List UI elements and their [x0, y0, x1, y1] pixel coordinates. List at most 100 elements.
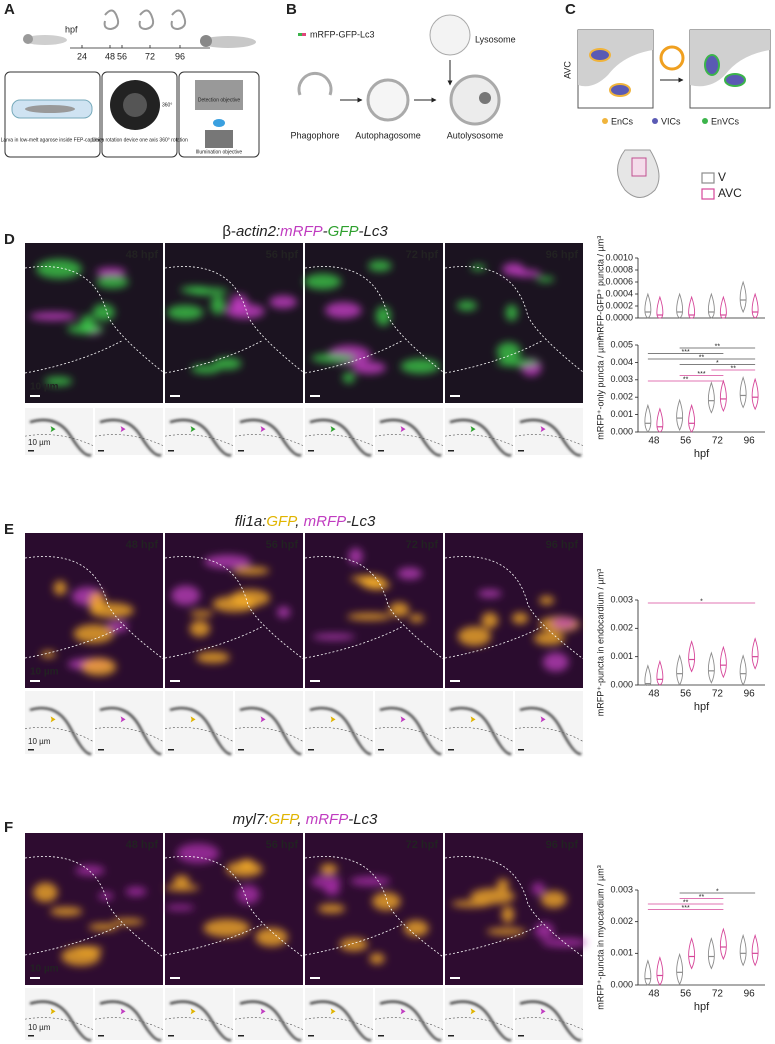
inset-bg — [305, 988, 373, 1040]
region-label: AVC — [562, 61, 572, 79]
arrowhead — [400, 1008, 406, 1015]
inset-signal — [379, 1000, 442, 1042]
stage-label: Autolysosome — [447, 130, 504, 140]
blob — [44, 376, 73, 386]
violin — [751, 292, 759, 319]
x-tick-label: 56 — [680, 989, 692, 1000]
blob — [189, 287, 228, 296]
blob — [67, 324, 104, 335]
title-part: mRFP — [280, 223, 323, 240]
autolysosome — [449, 74, 501, 126]
arrowhead — [330, 1008, 336, 1015]
y-tick-label: 0.0000 — [605, 312, 633, 322]
micrograph: 56 hpf — [164, 833, 304, 1042]
caption: Illumination objective — [196, 149, 243, 155]
inset-bg — [375, 988, 443, 1040]
alarm-clock — [659, 45, 685, 71]
scale-bar — [448, 749, 454, 751]
panel-title: β-actin2:mRFP-GFP-Lc3 — [222, 223, 388, 240]
blob — [409, 614, 425, 623]
outline — [444, 556, 584, 660]
significance-label: ** — [731, 365, 737, 372]
inset-bg — [515, 988, 583, 1040]
timepoint-label: 96 hpf — [546, 539, 579, 551]
heart-icon — [617, 149, 660, 198]
scale-bar — [310, 395, 320, 397]
scale-bar — [378, 450, 384, 452]
scale-bar — [28, 1035, 34, 1037]
significance-label: *** — [682, 349, 690, 356]
scale-bar — [98, 1035, 104, 1037]
inset-signal — [169, 1000, 232, 1042]
blob — [542, 652, 569, 672]
panel-a: A hpf — [4, 1, 260, 158]
box — [101, 71, 178, 158]
cells — [724, 73, 746, 87]
violin — [719, 927, 727, 961]
inset-signal — [309, 418, 372, 457]
x-tick-label: 96 — [744, 689, 756, 700]
panel-letter: F — [4, 819, 13, 836]
blob — [189, 620, 211, 637]
blob — [112, 918, 144, 926]
inset-signal — [29, 706, 92, 756]
scale-bar — [30, 977, 40, 979]
caption: 360° — [162, 102, 172, 108]
larva-head — [200, 35, 212, 47]
timepoint-label: 56 hpf — [266, 539, 299, 551]
rotation-device — [123, 93, 147, 117]
heart-sketches — [103, 9, 187, 31]
scale-bar — [518, 450, 524, 452]
violin — [656, 407, 664, 433]
blob — [165, 884, 200, 892]
y-tick-label: 0.002 — [610, 623, 633, 633]
image-bg — [305, 533, 443, 688]
inset-signal — [449, 418, 512, 457]
timepoint-label: 72 hpf — [406, 839, 439, 851]
significance-label: *** — [697, 371, 705, 378]
blob — [96, 275, 129, 289]
timepoint: 48 — [105, 51, 115, 61]
probe-icon — [302, 33, 306, 36]
inset-signal — [169, 706, 232, 756]
y-tick-label: 0.001 — [610, 948, 633, 958]
caption: Detection objective — [198, 97, 240, 103]
blob — [388, 602, 410, 617]
arrowhead — [260, 1008, 266, 1015]
significance-label: ** — [683, 376, 689, 383]
inset-signal — [169, 418, 232, 457]
blob — [324, 883, 341, 896]
panel-b: B — [286, 1, 501, 126]
violin — [739, 280, 747, 314]
inset-bg — [445, 691, 513, 754]
blob — [232, 566, 270, 575]
panel-c: C AVC — [562, 1, 771, 109]
y-tick-label: 0.000 — [610, 426, 633, 436]
image-bg — [445, 833, 583, 985]
inset-bg — [375, 691, 443, 754]
x-tick-label: 56 — [680, 436, 692, 447]
blob — [276, 606, 291, 618]
y-tick-label: 0.003 — [610, 374, 633, 384]
violin — [676, 952, 684, 986]
inset-bg — [95, 408, 163, 455]
micrograph: 96 hpf — [444, 533, 584, 756]
blob — [320, 863, 338, 875]
violin — [688, 403, 696, 433]
arrowhead — [470, 1008, 476, 1015]
larva — [25, 105, 75, 113]
blob — [191, 364, 221, 374]
micrograph: 56 hpf — [164, 243, 304, 457]
outline — [24, 856, 164, 958]
signal — [29, 259, 129, 386]
blob — [210, 295, 226, 315]
scale-bar — [378, 1035, 384, 1037]
panel-letter: E — [4, 521, 14, 538]
y-tick-label: 0.0010 — [605, 252, 633, 262]
cell-key — [652, 118, 658, 124]
y-tick-label: 0.005 — [610, 339, 633, 349]
blob — [541, 937, 588, 948]
violin — [739, 376, 747, 409]
timepoint-label: 56 hpf — [266, 249, 299, 261]
